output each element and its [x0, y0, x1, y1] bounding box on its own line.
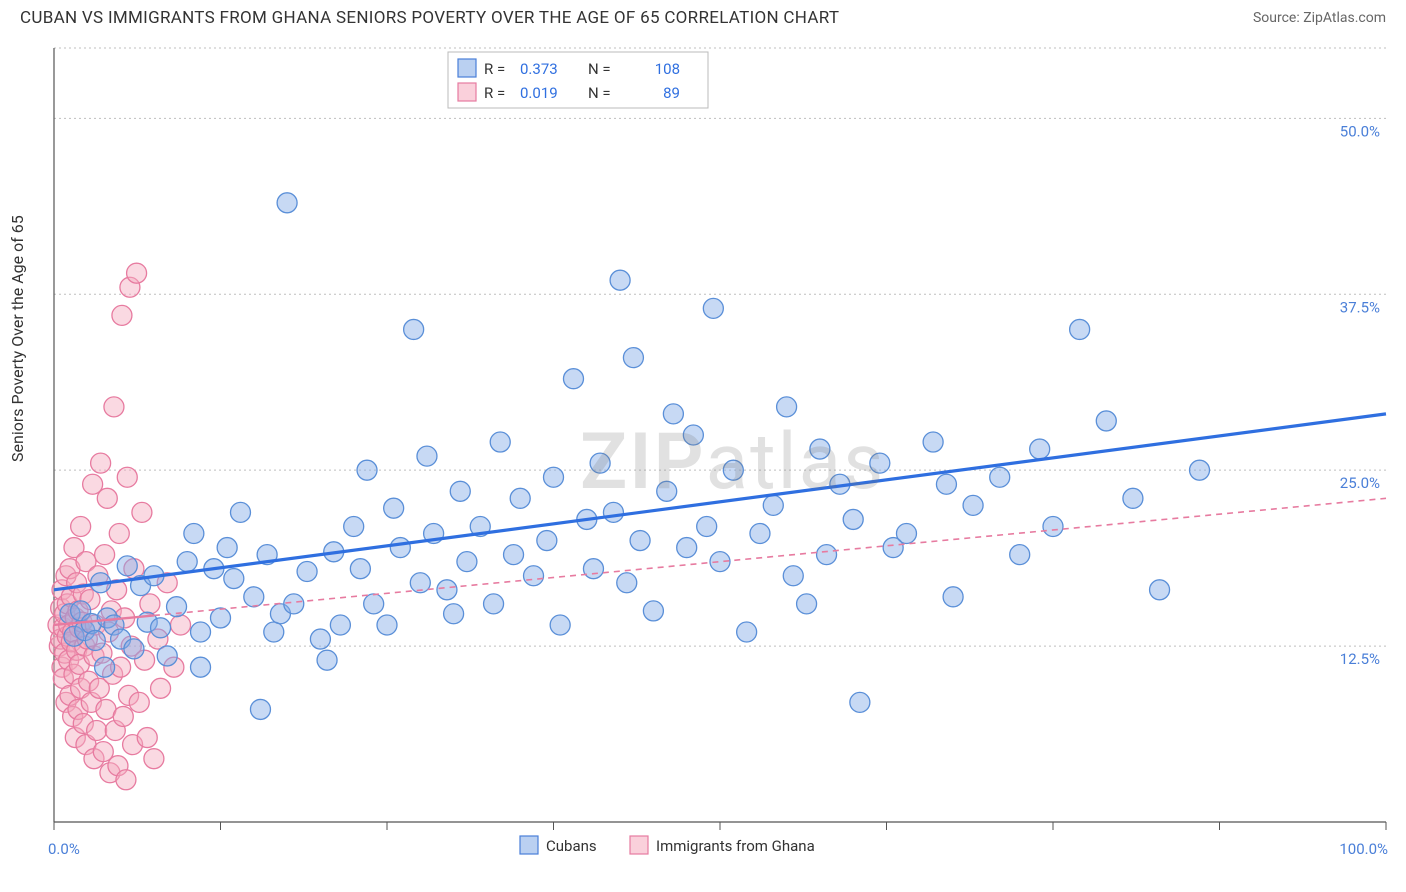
chart-area: Seniors Poverty Over the Age of 65 ZIPat…: [0, 32, 1406, 884]
svg-text:N =: N =: [588, 84, 611, 102]
chart-title: CUBAN VS IMMIGRANTS FROM GHANA SENIORS P…: [20, 8, 839, 28]
source-label: Source: ZipAtlas.com: [1253, 10, 1386, 26]
svg-text:108: 108: [655, 60, 680, 78]
svg-text:50.0%: 50.0%: [1340, 122, 1380, 140]
svg-text:R =: R =: [484, 60, 505, 78]
svg-text:37.5%: 37.5%: [1340, 298, 1380, 316]
scatter-chart: 12.5% 25.0% 37.5% 50.0% 0.0% 100.0% R = 0.373 N …: [0, 32, 1406, 884]
svg-text:0.373: 0.373: [520, 60, 558, 78]
svg-text:N =: N =: [588, 60, 611, 78]
svg-text:0.019: 0.019: [520, 84, 558, 102]
svg-text:0.0%: 0.0%: [48, 840, 80, 858]
svg-text:25.0%: 25.0%: [1340, 474, 1380, 492]
svg-text:89: 89: [663, 84, 680, 102]
svg-text:12.5%: 12.5%: [1340, 650, 1380, 668]
svg-text:Cubans: Cubans: [546, 837, 597, 855]
svg-text:100.0%: 100.0%: [1339, 840, 1388, 858]
svg-text:R =: R =: [484, 84, 505, 102]
y-axis-label: Seniors Poverty Over the Age of 65: [8, 215, 27, 462]
svg-text:Immigrants from Ghana: Immigrants from Ghana: [656, 837, 815, 855]
